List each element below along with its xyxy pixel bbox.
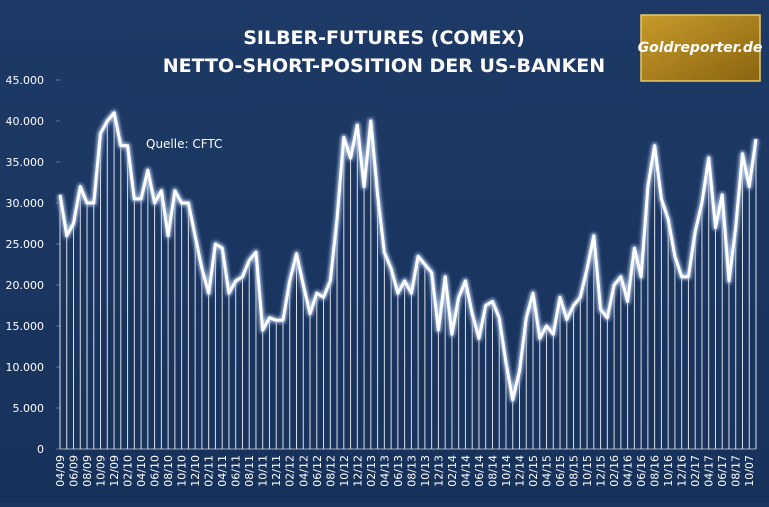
- x-tick-label: 02/17: [689, 455, 702, 487]
- x-tick-label: 06/13: [392, 455, 405, 487]
- x-tick-label: 08/17: [730, 455, 743, 487]
- x-tick-label: 06/09: [68, 455, 81, 487]
- x-tick-label: 10/11: [257, 455, 270, 487]
- chart-subtitle: NETTO-SHORT-POSITION DER US-BANKEN: [163, 55, 605, 77]
- x-tick-label: 10/13: [419, 455, 432, 487]
- x-tick-label: 08/16: [649, 455, 662, 487]
- y-tick-label: 15.000: [6, 320, 45, 333]
- x-tick-label: 08/15: [568, 455, 581, 487]
- x-tick-label: 04/09: [54, 455, 67, 487]
- x-tick-label: 08/10: [162, 455, 175, 487]
- x-tick-label: 10/12: [338, 455, 351, 487]
- y-tick-label: 35.000: [6, 156, 45, 169]
- y-tick-label: 45.000: [6, 74, 45, 87]
- y-tick-label: 40.000: [6, 115, 45, 128]
- x-tick-label: 06/17: [716, 455, 729, 487]
- x-tick-label: 12/09: [108, 455, 121, 487]
- logo: Goldreporter.de: [638, 40, 763, 56]
- x-tick-label: 06/10: [149, 455, 162, 487]
- x-tick-label: 06/11: [230, 455, 243, 487]
- x-tick-label: 02/15: [527, 455, 540, 487]
- y-tick-label: 25.000: [6, 238, 45, 251]
- x-tick-label: 04/17: [703, 455, 716, 487]
- x-tick-label: 10/10: [176, 455, 189, 487]
- x-tick-label: 08/09: [81, 455, 94, 487]
- x-tick-label: 02/11: [203, 455, 216, 487]
- x-tick-label: 12/15: [595, 455, 608, 487]
- x-tick-label: 10/07: [743, 455, 756, 487]
- x-tick-label: 02/10: [122, 455, 135, 487]
- annotation: Quelle: CFTC: [146, 137, 222, 151]
- y-tick-label: 30.000: [6, 197, 45, 210]
- x-tick-label: 12/12: [351, 455, 364, 487]
- x-tick-label: 12/11: [270, 455, 283, 487]
- x-tick-label: 12/16: [676, 455, 689, 487]
- x-tick-label: 04/11: [216, 455, 229, 487]
- x-tick-label: 02/14: [446, 455, 459, 487]
- x-tick-label: 04/15: [541, 455, 554, 487]
- x-tick-label: 08/11: [243, 455, 256, 487]
- y-tick-label: 0: [37, 443, 44, 456]
- x-tick-label: 10/09: [95, 455, 108, 487]
- x-tick-label: 06/15: [554, 455, 567, 487]
- x-tick-label: 08/13: [405, 455, 418, 487]
- x-tick-label: 04/12: [297, 455, 310, 487]
- x-tick-label: 10/14: [500, 455, 513, 487]
- x-tick-label: 08/14: [486, 455, 499, 487]
- x-tick-label: 08/12: [324, 455, 337, 487]
- y-tick-label: 5.000: [13, 402, 45, 415]
- x-tick-label: 02/13: [365, 455, 378, 487]
- x-tick-label: 04/14: [459, 455, 472, 487]
- y-tick-label: 10.000: [6, 361, 45, 374]
- x-tick-label: 04/13: [378, 455, 391, 487]
- x-tick-label: 10/16: [662, 455, 675, 487]
- x-tick-label: 10/15: [581, 455, 594, 487]
- line: [58, 111, 758, 402]
- x-tick-label: 12/14: [513, 455, 526, 487]
- x-tick-label: 06/14: [473, 455, 486, 487]
- logo-box: [640, 14, 761, 82]
- x-tick-label: 12/13: [432, 455, 445, 487]
- y-tick-label: 20.000: [6, 279, 45, 292]
- x-tick-label: 04/16: [622, 455, 635, 487]
- x-tick-label: 04/10: [135, 455, 148, 487]
- chart-title: SILBER-FUTURES (COMEX): [243, 27, 525, 49]
- x-tick-label: 06/16: [635, 455, 648, 487]
- x-tick-label: 06/12: [311, 455, 324, 487]
- x-tick-label: 02/12: [284, 455, 297, 487]
- x-tick-label: 02/16: [608, 455, 621, 487]
- x-tick-label: 12/10: [189, 455, 202, 487]
